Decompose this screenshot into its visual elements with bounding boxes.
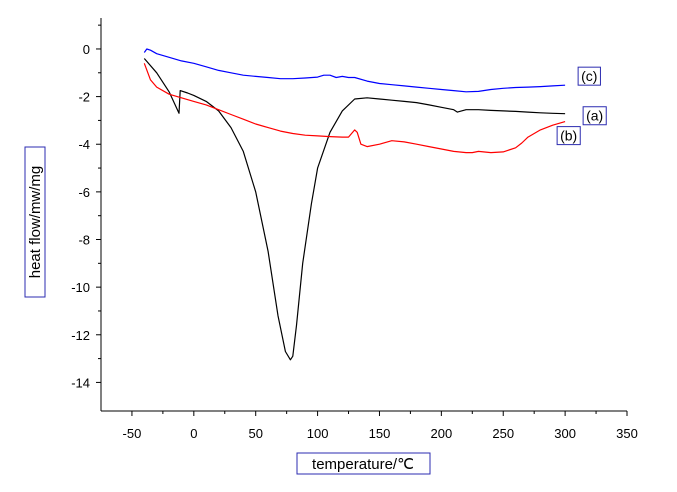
x-tick-label: 150 bbox=[369, 426, 391, 441]
y-tick-label: -6 bbox=[78, 185, 90, 200]
x-tick-label: 250 bbox=[492, 426, 514, 441]
y-axis-title-group: heat flow/mw/mg bbox=[24, 146, 46, 298]
series-tags: (a) (b) (c) bbox=[556, 66, 607, 146]
series-tag-2: (b) bbox=[560, 128, 577, 144]
x-tick-label: 50 bbox=[248, 426, 262, 441]
x-tick-label: 200 bbox=[431, 426, 453, 441]
plot-area bbox=[143, 48, 566, 361]
y-tick-label: -4 bbox=[78, 137, 90, 152]
y-tick-label: -12 bbox=[71, 328, 90, 343]
y-tick-label: -10 bbox=[71, 280, 90, 295]
y-tick-label: -8 bbox=[78, 233, 90, 248]
ticks: -50 0 50 100 150 200 250 300 350 0 -2 -4 -6 -8 -10 -12 -… bbox=[71, 24, 638, 441]
series-tag-box-1 bbox=[582, 106, 607, 126]
y-axis-title-box bbox=[24, 146, 46, 298]
x-tick-label: 350 bbox=[616, 426, 638, 441]
y-tick-label: 0 bbox=[83, 42, 90, 57]
x-axis-title-box bbox=[296, 452, 431, 475]
x-tick-label: 100 bbox=[307, 426, 329, 441]
series-tag-box-2 bbox=[556, 126, 581, 146]
axes bbox=[100, 18, 627, 412]
x-tick-label: 300 bbox=[554, 426, 576, 441]
series-line-3 bbox=[143, 48, 566, 93]
y-tick-label: -2 bbox=[78, 90, 90, 105]
x-axis-title: temperature/℃ bbox=[312, 456, 414, 473]
x-axis-title-group: temperature/℃ bbox=[296, 452, 431, 475]
series-tag-1: (a) bbox=[586, 108, 603, 124]
x-tick-label: 0 bbox=[190, 426, 197, 441]
y-axis-title: heat flow/mw/mg bbox=[27, 166, 44, 279]
series-tag-box-3 bbox=[577, 66, 601, 86]
series-line-2 bbox=[143, 63, 566, 154]
series-line-1 bbox=[143, 58, 566, 361]
series-tag-3: (c) bbox=[581, 68, 597, 84]
x-tick-label: -50 bbox=[123, 426, 142, 441]
y-tick-label: -14 bbox=[71, 375, 90, 390]
